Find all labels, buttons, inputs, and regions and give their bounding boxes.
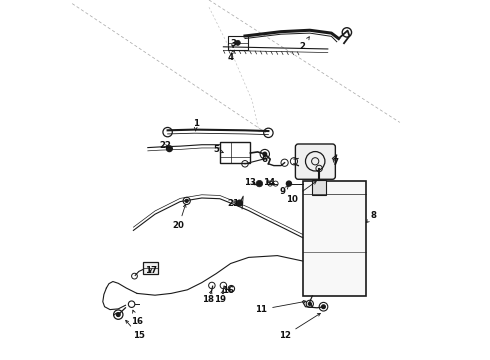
Bar [303,181,366,296]
Text: 16: 16 [131,310,143,325]
Circle shape [235,40,240,45]
Circle shape [167,146,172,152]
Text: 21: 21 [227,199,239,208]
Text: 10: 10 [286,181,316,203]
Text: 3: 3 [230,40,236,49]
Circle shape [321,305,325,309]
Text: 16: 16 [222,287,234,295]
Circle shape [117,313,120,316]
Text: 18: 18 [202,290,214,304]
Circle shape [286,181,292,186]
Text: 11: 11 [255,300,306,314]
Text: 5: 5 [213,145,223,154]
Text: 12: 12 [279,313,320,341]
Text: 2: 2 [299,37,309,51]
Bar [312,180,326,195]
Text: 9: 9 [280,186,289,197]
Circle shape [256,180,263,187]
Text: 6: 6 [262,154,268,163]
Bar [144,262,158,274]
FancyBboxPatch shape [295,144,335,179]
Text: 19: 19 [215,290,226,304]
Text: 7: 7 [333,158,339,167]
Circle shape [185,199,188,202]
Text: 14: 14 [264,178,275,187]
Bar [220,142,250,163]
Text: 13: 13 [245,178,256,187]
Circle shape [263,152,267,156]
Text: 8: 8 [366,211,376,222]
Text: 22: 22 [159,141,171,150]
Text: 1: 1 [193,119,198,131]
Circle shape [308,302,311,305]
Text: 17: 17 [145,266,157,275]
Text: 15: 15 [126,320,145,340]
Circle shape [237,200,243,206]
Text: 4: 4 [227,50,234,62]
Text: 20: 20 [173,204,186,230]
Bar [228,36,248,50]
